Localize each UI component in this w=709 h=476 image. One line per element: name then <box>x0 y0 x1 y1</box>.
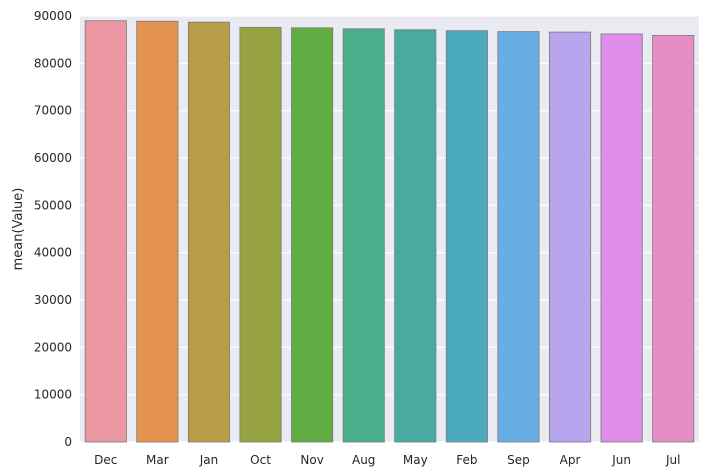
y-tick-labels: 0 10000 20000 30000 40000 50000 60000 70000 8000… <box>34 9 72 449</box>
x-tick-label-nov: Nov <box>300 453 323 467</box>
x-tick-label-mar: Mar <box>146 453 169 467</box>
bar-jul <box>652 35 695 443</box>
bar-jan <box>187 21 230 443</box>
bar-may <box>394 29 437 443</box>
bar-mar <box>136 20 179 443</box>
bar-dec <box>84 20 127 443</box>
y-tick-label: 0 <box>64 435 72 449</box>
bar-oct <box>239 26 282 443</box>
x-tick-label-apr: Apr <box>560 453 581 467</box>
x-tick-label-aug: Aug <box>352 453 375 467</box>
y-tick-label: 20000 <box>34 340 72 354</box>
x-tick-label-may: May <box>403 453 428 467</box>
plot-background <box>80 16 699 442</box>
x-tick-label-jul: Jul <box>665 453 680 467</box>
y-tick-label: 60000 <box>34 151 72 165</box>
x-tick-label-jan: Jan <box>199 453 219 467</box>
y-tick-label: 90000 <box>34 9 72 23</box>
y-tick-label: 50000 <box>34 198 72 212</box>
y-tick-label: 80000 <box>34 56 72 70</box>
x-tick-label-jun: Jun <box>611 453 631 467</box>
bar-jun <box>600 33 643 443</box>
x-tick-label-dec: Dec <box>94 453 117 467</box>
x-tick-label-oct: Oct <box>250 453 271 467</box>
x-tick-labels: Dec Mar Jan Oct Nov Aug May Feb Sep Apr Jun Jul <box>94 453 680 467</box>
bar-apr <box>549 31 592 443</box>
bar-nov <box>291 27 334 443</box>
y-tick-label: 40000 <box>34 246 72 260</box>
bar-feb <box>445 30 488 443</box>
bar-sep <box>497 31 540 443</box>
grid-lines <box>80 15 699 443</box>
y-tick-label: 70000 <box>34 104 72 118</box>
bars <box>84 20 695 443</box>
bar-aug <box>342 28 385 443</box>
y-tick-label: 10000 <box>34 388 72 402</box>
y-axis-label: mean(Value) <box>11 188 26 271</box>
x-tick-label-sep: Sep <box>507 453 530 467</box>
y-tick-label: 30000 <box>34 293 72 307</box>
x-tick-label-feb: Feb <box>456 453 477 467</box>
